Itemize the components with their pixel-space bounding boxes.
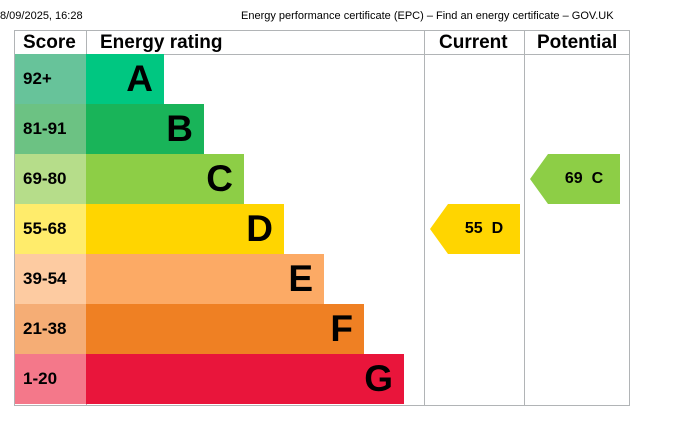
score-range-d: 55-68	[15, 204, 86, 254]
score-range-b: 81-91	[15, 104, 86, 154]
header-divider	[14, 54, 630, 55]
score-range-g: 1-20	[15, 354, 86, 404]
current-rating-score: 55	[464, 220, 483, 237]
epc-rating-graph: Score Energy rating Current Potential 92…	[14, 30, 630, 406]
header-score: Score	[23, 32, 76, 53]
rating-bar-d: D	[86, 204, 284, 254]
rating-bar-c: C	[86, 154, 244, 204]
potential-rating-score: 69	[564, 170, 583, 187]
header-potential: Potential	[537, 32, 618, 53]
rating-bar-e: E	[86, 254, 324, 304]
score-range-e: 39-54	[15, 254, 86, 304]
table-frame	[14, 30, 630, 406]
rating-bar-f: F	[86, 304, 364, 354]
column-divider-potential	[524, 30, 525, 406]
potential-rating-arrow: 69 C	[530, 154, 620, 204]
rating-bar-g: G	[86, 354, 404, 404]
header-current: Current	[439, 32, 508, 53]
rating-bar-b: B	[86, 104, 204, 154]
header-energy-rating: Energy rating	[100, 32, 223, 53]
score-range-a: 92+	[15, 54, 86, 104]
score-range-f: 21-38	[15, 304, 86, 354]
current-rating-letter: D	[491, 220, 504, 237]
print-header: 8/09/2025, 16:28 Energy performance cert…	[0, 10, 674, 26]
print-datetime: 8/09/2025, 16:28	[0, 10, 83, 22]
rating-bar-a: A	[86, 54, 164, 104]
potential-rating-letter: C	[591, 170, 604, 187]
score-range-c: 69-80	[15, 154, 86, 204]
current-rating-arrow: 55 D	[430, 204, 520, 254]
column-divider-current	[424, 30, 425, 406]
print-page-title: Energy performance certificate (EPC) – F…	[241, 10, 614, 22]
